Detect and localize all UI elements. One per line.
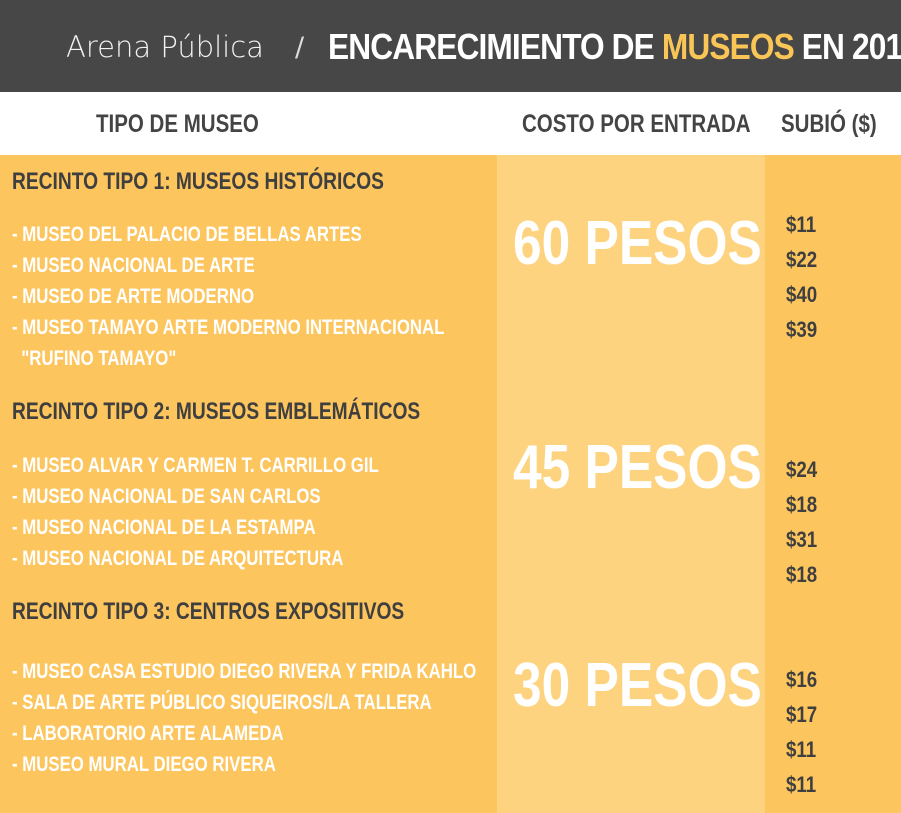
group-3-increase-4: $11 [786, 772, 817, 797]
column-header-cost: COSTO POR ENTRADA [522, 110, 751, 138]
title-part-2: EN 2016 [801, 26, 901, 67]
group-1-price: 60 PESOS [513, 209, 762, 278]
group-1-increase-3: $40 [786, 282, 818, 307]
column-header-type: TIPO DE MUSEO [96, 110, 259, 138]
header-bar: Arena Pública / ENCARECIMIENTO DE MUSEOS… [0, 0, 901, 92]
column-header-increase: SUBIÓ ($) [781, 110, 877, 138]
group-1-increase-1: $11 [786, 212, 817, 237]
group-3-item-1: - MUSEO CASA ESTUDIO DIEGO RIVERA Y FRID… [12, 660, 477, 683]
group-2-item-1: - MUSEO ALVAR Y CARMEN T. CARRILLO GIL [12, 454, 379, 477]
group-2-increase-2: $18 [786, 492, 818, 517]
group-3-increase-3: $11 [786, 737, 817, 762]
page-title: ENCARECIMIENTO DE MUSEOS EN 2016 [328, 26, 901, 68]
brand-name: Arena Pública [66, 30, 264, 64]
group-1-item-4: - MUSEO TAMAYO ARTE MODERNO INTERNACIONA… [12, 316, 445, 339]
title-separator: / [295, 32, 305, 63]
group-3-increase-1: $16 [786, 667, 818, 692]
group-1-increase-4: $39 [786, 317, 818, 342]
group-2-item-3: - MUSEO NACIONAL DE LA ESTAMPA [12, 516, 316, 539]
group-2-item-4: - MUSEO NACIONAL DE ARQUITECTURA [12, 547, 344, 570]
group-2-price: 45 PESOS [513, 433, 762, 502]
increase-column-band [765, 155, 901, 813]
group-2-increase-4: $18 [786, 562, 818, 587]
group-3-price: 30 PESOS [513, 651, 762, 720]
group-3-item-2: - SALA DE ARTE PÚBLICO SIQUEIROS/LA TALL… [12, 691, 432, 714]
group-2-increase-3: $31 [786, 527, 818, 552]
title-part-1: ENCARECIMIENTO DE [328, 26, 662, 67]
group-1-increase-2: $22 [786, 247, 818, 272]
title-accent: MUSEOS [661, 26, 795, 67]
group-3-item-3: - LABORATORIO ARTE ALAMEDA [12, 722, 284, 745]
group-1-item-4-cont: "RUFINO TAMAYO" [12, 347, 177, 370]
group-2-title: RECINTO TIPO 2: MUSEOS EMBLEMÁTICOS [12, 398, 421, 425]
cost-column-band [497, 155, 765, 813]
group-2-increase-1: $24 [786, 457, 818, 482]
group-3-title: RECINTO TIPO 3: CENTROS EXPOSITIVOS [12, 598, 405, 625]
group-1-item-3: - MUSEO DE ARTE MODERNO [12, 285, 255, 308]
group-3-item-4: - MUSEO MURAL DIEGO RIVERA [12, 753, 276, 776]
group-1-title: RECINTO TIPO 1: MUSEOS HISTÓRICOS [12, 168, 384, 195]
group-1-item-1: - MUSEO DEL PALACIO DE BELLAS ARTES [12, 223, 362, 246]
group-3-increase-2: $17 [786, 702, 818, 727]
group-2-item-2: - MUSEO NACIONAL DE SAN CARLOS [12, 485, 321, 508]
group-1-item-2: - MUSEO NACIONAL DE ARTE [12, 254, 255, 277]
column-header-bar: TIPO DE MUSEO COSTO POR ENTRADA SUBIÓ ($… [0, 92, 901, 155]
